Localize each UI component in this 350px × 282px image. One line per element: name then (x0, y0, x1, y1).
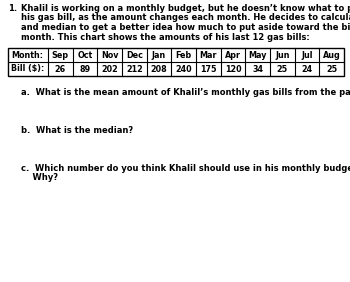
Text: Jul: Jul (301, 50, 313, 60)
Text: 212: 212 (126, 65, 143, 74)
Text: Nov: Nov (101, 50, 118, 60)
Text: 208: 208 (150, 65, 167, 74)
Text: Bill ($):: Bill ($): (11, 65, 44, 74)
Text: Aug: Aug (323, 50, 341, 60)
Text: 120: 120 (225, 65, 241, 74)
Text: 202: 202 (101, 65, 118, 74)
Text: his gas bill, as the amount changes each month. He decides to calculate the mean: his gas bill, as the amount changes each… (21, 14, 350, 23)
Text: Dec: Dec (126, 50, 143, 60)
Text: 25: 25 (326, 65, 337, 74)
Text: c.  Which number do you think Khalil should use in his monthly budget?: c. Which number do you think Khalil shou… (21, 164, 350, 173)
Bar (8, 48, 344, 76)
Text: Mar: Mar (199, 50, 217, 60)
Text: 26: 26 (55, 65, 66, 74)
Text: Jan: Jan (152, 50, 166, 60)
Text: Khalil is working on a monthly budget, but he doesn’t know what to put down for: Khalil is working on a monthly budget, b… (21, 4, 350, 13)
Text: Jun: Jun (275, 50, 289, 60)
Text: Feb: Feb (176, 50, 192, 60)
Text: 24: 24 (301, 65, 313, 74)
Text: 34: 34 (252, 65, 263, 74)
Text: and median to get a better idea how much to put aside toward the bill each: and median to get a better idea how much… (21, 23, 350, 32)
Text: 25: 25 (277, 65, 288, 74)
Text: b.  What is the median?: b. What is the median? (21, 126, 133, 135)
Text: a.  What is the mean amount of Khalil’s monthly gas bills from the past year?: a. What is the mean amount of Khalil’s m… (21, 88, 350, 97)
Text: 89: 89 (79, 65, 91, 74)
Text: 240: 240 (175, 65, 192, 74)
Text: Apr: Apr (225, 50, 241, 60)
Text: Why?: Why? (21, 173, 58, 182)
Text: Oct: Oct (77, 50, 93, 60)
Text: Sep: Sep (52, 50, 69, 60)
Text: 1.: 1. (8, 4, 17, 13)
Text: 175: 175 (200, 65, 217, 74)
Text: Month:: Month: (11, 50, 43, 60)
Text: month. This chart shows the amounts of his last 12 gas bills:: month. This chart shows the amounts of h… (21, 32, 310, 41)
Text: May: May (248, 50, 267, 60)
